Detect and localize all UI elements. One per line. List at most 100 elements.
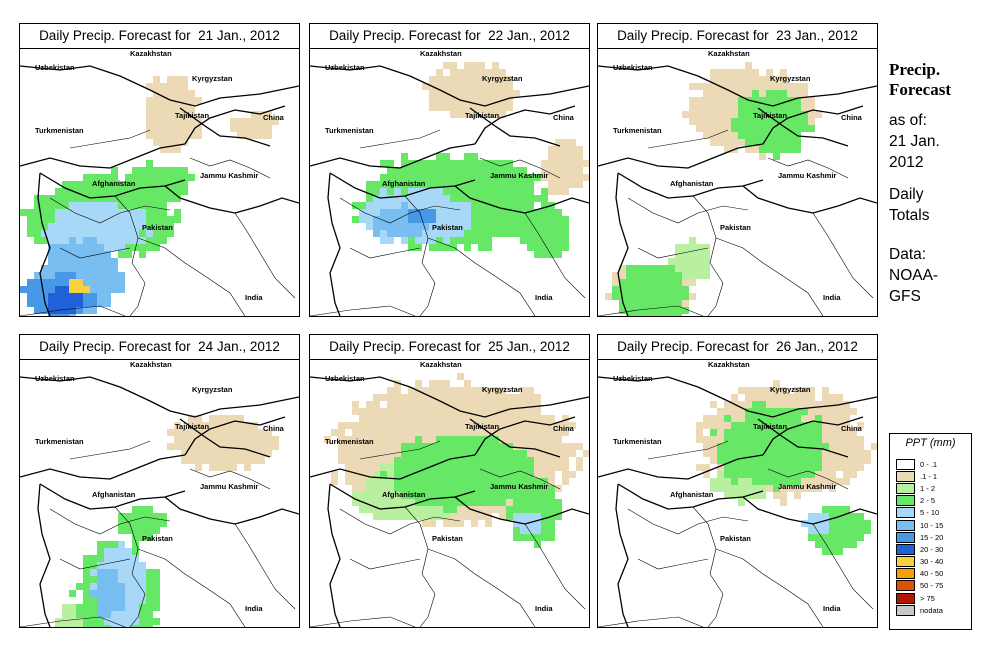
precip-cell xyxy=(62,258,69,265)
precip-cell xyxy=(731,422,738,429)
precip-cell xyxy=(20,209,27,216)
precip-cell xyxy=(352,464,359,471)
precip-cell xyxy=(808,394,815,401)
precip-cell xyxy=(209,436,216,443)
precip-cell xyxy=(146,569,153,576)
precip-cell xyxy=(703,436,710,443)
precip-cell xyxy=(527,443,534,450)
precip-cell xyxy=(181,167,188,174)
precip-cell xyxy=(478,429,485,436)
precip-cell xyxy=(829,408,836,415)
precip-cell xyxy=(506,401,513,408)
precip-cell xyxy=(485,415,492,422)
border-line xyxy=(767,468,849,490)
precip-cell xyxy=(485,513,492,520)
map-label-jammu_kashmir: Jammu Kashmir xyxy=(200,171,258,180)
precip-cell xyxy=(773,125,780,132)
precip-cell xyxy=(464,209,471,216)
precip-cell xyxy=(773,153,780,160)
precip-cell xyxy=(188,436,195,443)
precip-cell xyxy=(773,450,780,457)
precip-cell xyxy=(759,464,766,471)
precip-cell xyxy=(843,527,850,534)
precip-cell xyxy=(492,450,499,457)
precip-cell xyxy=(633,265,640,272)
precip-cell xyxy=(359,506,366,513)
precip-cell xyxy=(429,167,436,174)
map-label-afghanistan: Afghanistan xyxy=(382,179,426,188)
precip-cell xyxy=(682,111,689,118)
precip-cell xyxy=(696,83,703,90)
precip-cell xyxy=(429,181,436,188)
precip-cell xyxy=(787,125,794,132)
precip-cell xyxy=(731,492,738,499)
precip-cell xyxy=(408,450,415,457)
precip-cell xyxy=(90,237,97,244)
precip-cell xyxy=(366,422,373,429)
precip-cell xyxy=(850,534,857,541)
precip-cell xyxy=(230,125,237,132)
precip-cell xyxy=(499,111,506,118)
precip-cell xyxy=(111,541,118,548)
precip-cell xyxy=(146,202,153,209)
legend-swatch xyxy=(896,604,915,616)
precip-cell xyxy=(576,167,583,174)
precip-cell xyxy=(160,139,167,146)
precip-cell xyxy=(808,457,815,464)
precip-cell xyxy=(380,492,387,499)
precip-cell xyxy=(436,69,443,76)
precip-cell xyxy=(780,387,787,394)
precip-cell xyxy=(738,104,745,111)
map-label-china: China xyxy=(841,424,863,433)
precip-cell xyxy=(160,223,167,230)
precip-cell xyxy=(139,625,146,627)
precip-cell xyxy=(471,62,478,69)
precip-cell xyxy=(174,76,181,83)
precip-cell xyxy=(773,387,780,394)
precip-cell xyxy=(223,422,230,429)
precip-cell xyxy=(506,209,513,216)
precip-cell xyxy=(366,464,373,471)
precip-cell xyxy=(366,457,373,464)
precip-cell xyxy=(450,499,457,506)
precip-cell xyxy=(118,286,125,293)
precip-cell xyxy=(118,611,125,618)
precip-cell xyxy=(492,83,499,90)
precip-cell xyxy=(457,401,464,408)
precip-cell xyxy=(520,216,527,223)
precip-cell xyxy=(104,223,111,230)
precip-cell xyxy=(429,429,436,436)
map-label-kazakhstan: Kazakhstan xyxy=(420,360,462,369)
precip-cell xyxy=(331,478,338,485)
precip-cell xyxy=(801,90,808,97)
precip-cell xyxy=(836,429,843,436)
precip-cell xyxy=(83,293,90,300)
legend-label: 5 - 10 xyxy=(920,508,940,518)
precip-cell xyxy=(450,485,457,492)
precip-cell xyxy=(83,188,90,195)
precip-cell xyxy=(69,307,76,314)
precip-cell xyxy=(111,216,118,223)
precip-cell xyxy=(822,401,829,408)
precip-cell xyxy=(450,436,457,443)
precip-cell xyxy=(436,471,443,478)
precip-cell xyxy=(850,436,857,443)
precip-cell xyxy=(569,139,576,146)
precip-cell xyxy=(443,436,450,443)
precip-cell xyxy=(752,436,759,443)
precip-cell xyxy=(132,216,139,223)
precip-cell xyxy=(485,443,492,450)
precip-cell xyxy=(48,230,55,237)
precip-cell xyxy=(415,408,422,415)
precip-cell xyxy=(352,457,359,464)
precip-cell xyxy=(139,188,146,195)
precip-cell xyxy=(160,216,167,223)
precip-cell xyxy=(752,471,759,478)
precip-cell xyxy=(436,436,443,443)
precip-cell xyxy=(111,181,118,188)
precip-cell xyxy=(520,429,527,436)
precip-cell xyxy=(443,499,450,506)
precip-cell xyxy=(710,450,717,457)
precip-cell xyxy=(387,167,394,174)
precip-cell xyxy=(731,125,738,132)
